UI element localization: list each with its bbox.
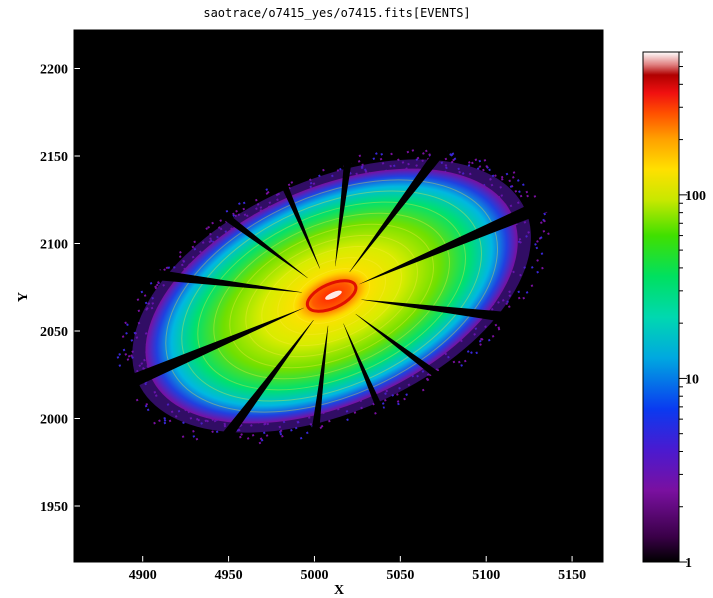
plot-frame xyxy=(73,29,604,563)
colorbar-tick-label: 1 xyxy=(685,556,692,571)
x-tick-label: 5100 xyxy=(472,568,500,583)
colorbar-scale xyxy=(642,51,680,563)
strut-shadows xyxy=(74,30,603,562)
x-tick-label: 5050 xyxy=(386,568,414,583)
colorbar-tick-label: 10 xyxy=(685,372,699,387)
x-axis-label: X xyxy=(334,583,344,598)
core-ring xyxy=(305,279,358,313)
y-axis-label: Y xyxy=(16,292,31,302)
colorbar-tick-label: 100 xyxy=(685,189,706,204)
y-tick-label: 2100 xyxy=(40,238,68,253)
colorbar: 1 10 100 xyxy=(642,51,706,571)
x-tick-label: 4950 xyxy=(215,568,243,583)
y-tick-label: 2000 xyxy=(40,413,68,428)
x-tick-label: 5000 xyxy=(300,568,328,583)
source-image xyxy=(74,30,603,562)
y-tick-label: 2200 xyxy=(40,63,68,78)
y-tick-label: 1950 xyxy=(40,500,68,515)
y-axis: 1950 2000 2050 2100 2150 2200 xyxy=(40,63,80,515)
chart-title: saotrace/o7415_yes/o7415.fits[EVENTS] xyxy=(203,6,470,20)
source-halo xyxy=(116,148,550,445)
x-tick-label: 5150 xyxy=(558,568,586,583)
y-tick-label: 2150 xyxy=(40,150,68,165)
x-tick-label: 4900 xyxy=(129,568,157,583)
y-tick-label: 2050 xyxy=(40,325,68,340)
x-axis: 4900 4950 5000 5050 5100 5150 xyxy=(129,556,586,583)
